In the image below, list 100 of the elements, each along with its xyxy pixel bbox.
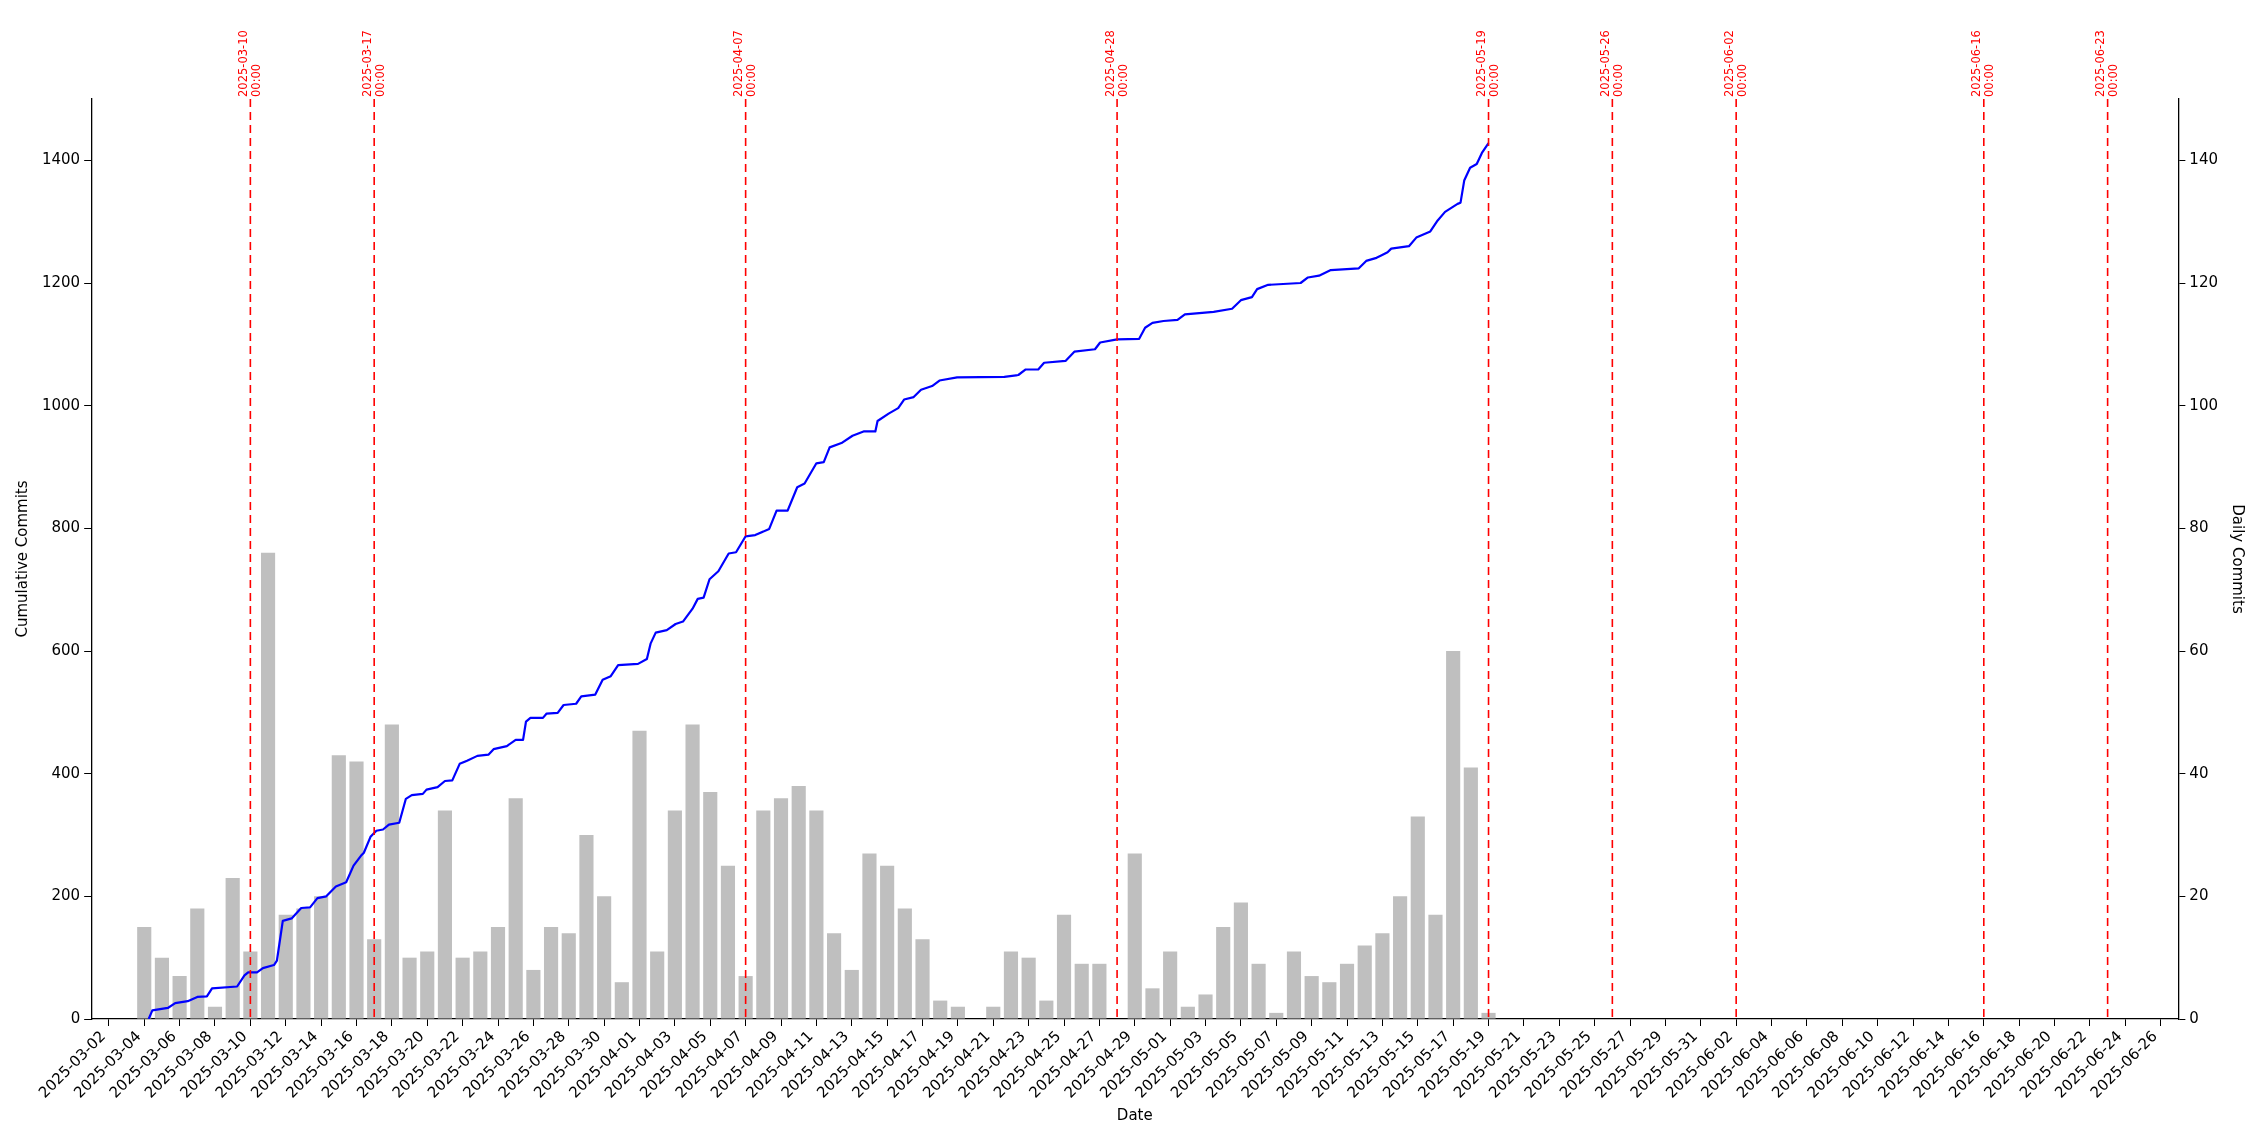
bar — [508, 798, 523, 1019]
ref-line-label: 2025-05-26 00:00 — [1597, 30, 1625, 97]
bar — [207, 1006, 223, 1019]
bar — [915, 939, 930, 1019]
bar — [986, 1006, 1001, 1019]
bar — [278, 914, 293, 1019]
y-tick-label: 1200 — [41, 272, 81, 291]
y2-tick-label: 40 — [2189, 763, 2209, 782]
bar — [490, 927, 506, 1019]
ref-line-label: 2025-03-17 00:00 — [359, 30, 387, 97]
ref-line-label: 2025-05-19 00:00 — [1474, 30, 1502, 97]
bar — [1092, 963, 1107, 1019]
y-tick-label: 0 — [70, 1008, 81, 1027]
bar — [862, 853, 877, 1019]
ref-line-label: 2025-06-02 00:00 — [1721, 30, 1749, 97]
bar — [579, 835, 594, 1019]
bar — [1074, 963, 1089, 1019]
bar — [1410, 816, 1425, 1019]
y2-tick-label: 100 — [2189, 395, 2219, 414]
bar — [473, 951, 488, 1019]
bar — [880, 865, 895, 1019]
bar — [1180, 1006, 1195, 1019]
bar — [1269, 1012, 1284, 1019]
bar — [1145, 988, 1160, 1019]
ref-line-label: 2025-04-28 00:00 — [1102, 30, 1130, 97]
bar — [1127, 853, 1142, 1019]
bar — [1339, 963, 1355, 1019]
bar — [543, 927, 559, 1019]
bar — [1304, 976, 1319, 1019]
bar — [137, 927, 152, 1019]
bar — [1056, 914, 1072, 1019]
bar — [437, 810, 453, 1019]
bar — [650, 951, 665, 1019]
bar — [1375, 933, 1390, 1019]
y-tick-label: 800 — [51, 518, 81, 537]
bar — [614, 982, 629, 1019]
bar — [720, 865, 736, 1019]
bar — [1039, 1000, 1054, 1019]
bar — [349, 761, 364, 1019]
bar — [773, 798, 789, 1019]
bar — [1393, 896, 1408, 1019]
ref-line-label: 2025-04-07 00:00 — [731, 30, 759, 97]
bar — [1163, 951, 1178, 1019]
bar — [1198, 994, 1213, 1019]
y-tick-label: 1400 — [41, 150, 81, 169]
bar — [738, 976, 753, 1019]
bar — [1428, 914, 1443, 1019]
bar — [685, 724, 700, 1019]
bar — [791, 785, 806, 1019]
y-tick-label: 1000 — [41, 395, 81, 414]
y-tick-label: 200 — [51, 886, 81, 905]
y-tick-label: 400 — [51, 763, 81, 782]
bar — [827, 933, 842, 1019]
bar — [296, 908, 311, 1019]
bar — [950, 1006, 965, 1019]
bar — [897, 908, 912, 1019]
bar — [172, 976, 187, 1019]
bar — [1481, 1012, 1496, 1019]
ref-line-label: 2025-06-23 00:00 — [2093, 30, 2121, 97]
bar — [1357, 945, 1372, 1019]
bar — [331, 755, 346, 1019]
bar — [526, 969, 541, 1019]
bar — [190, 908, 205, 1019]
bar — [1463, 767, 1478, 1019]
bar — [1322, 982, 1337, 1019]
bar — [367, 939, 382, 1019]
bar — [597, 896, 612, 1019]
y-axis-title: Cumulative Commits — [12, 480, 31, 638]
y2-tick-label: 0 — [2189, 1008, 2199, 1027]
bar — [1021, 957, 1036, 1019]
bar — [561, 933, 576, 1019]
x-axis-title: Date — [1116, 1105, 1153, 1124]
y2-axis-title: Daily Commits — [2229, 504, 2248, 614]
bar — [314, 896, 329, 1019]
bar — [225, 877, 240, 1019]
bar — [420, 951, 435, 1019]
bar — [1216, 927, 1231, 1019]
bar — [703, 792, 718, 1019]
bar — [1286, 951, 1302, 1019]
bar — [1233, 902, 1248, 1019]
y2-tick-label: 20 — [2189, 886, 2209, 905]
bar — [933, 1000, 948, 1019]
y2-tick-label: 120 — [2189, 272, 2219, 291]
bar — [455, 957, 470, 1019]
ref-line-label: 2025-06-16 00:00 — [1969, 30, 1997, 97]
bar — [844, 969, 859, 1019]
bar — [1251, 963, 1266, 1019]
bar — [1003, 951, 1019, 1019]
y-tick-label: 600 — [51, 640, 81, 659]
bar — [402, 957, 417, 1019]
ref-line-label: 2025-03-10 00:00 — [235, 30, 263, 97]
bar — [154, 957, 169, 1019]
bar — [1446, 651, 1461, 1019]
bar — [632, 730, 647, 1019]
bar — [243, 951, 258, 1019]
bar — [809, 810, 824, 1019]
y2-tick-label: 80 — [2189, 518, 2209, 537]
bar — [384, 724, 399, 1019]
y2-tick-label: 60 — [2189, 640, 2209, 659]
bar — [756, 810, 771, 1019]
